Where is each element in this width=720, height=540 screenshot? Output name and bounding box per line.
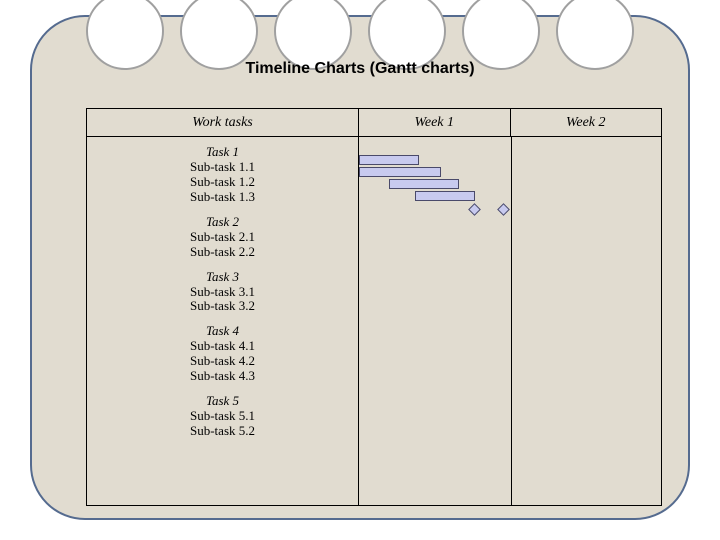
gantt-bar <box>389 179 459 189</box>
header-work-tasks: Work tasks <box>87 109 359 136</box>
subtask-label: Sub-task 1.2 <box>87 175 358 190</box>
subtask-label: Sub-task 1.1 <box>87 160 358 175</box>
subtask-label: Sub-task 3.2 <box>87 299 358 314</box>
task-group: Task 3 Sub-task 3.1 Sub-task 3.2 <box>87 270 358 315</box>
task-name: Task 3 <box>87 270 358 285</box>
header-week-2: Week 2 <box>510 109 662 136</box>
subtask-label: Sub-task 4.1 <box>87 339 358 354</box>
task-name: Task 4 <box>87 324 358 339</box>
task-group: Task 5 Sub-task 5.1 Sub-task 5.2 <box>87 394 358 439</box>
task-name: Task 2 <box>87 215 358 230</box>
header-week-1: Week 1 <box>359 109 510 136</box>
task-labels-column: Task 1 Sub-task 1.1 Sub-task 1.2 Sub-tas… <box>87 137 359 505</box>
subtask-label: Sub-task 2.1 <box>87 230 358 245</box>
subtask-label: Sub-task 4.2 <box>87 354 358 369</box>
subtask-label: Sub-task 5.2 <box>87 424 358 439</box>
task-name: Task 1 <box>87 145 358 160</box>
week-divider <box>511 137 512 505</box>
gantt-header: Work tasks Week 1 Week 2 <box>87 109 661 137</box>
task-group: Task 4 Sub-task 4.1 Sub-task 4.2 Sub-tas… <box>87 324 358 384</box>
subtask-label: Sub-task 3.1 <box>87 285 358 300</box>
gantt-bar <box>359 155 419 165</box>
subtask-label: Sub-task 5.1 <box>87 409 358 424</box>
slide-title: Timeline Charts (Gantt charts) <box>0 60 720 78</box>
gantt-bar <box>359 167 441 177</box>
gantt-chart: Work tasks Week 1 Week 2 Task 1 Sub-task… <box>86 108 662 506</box>
task-group: Task 1 Sub-task 1.1 Sub-task 1.2 Sub-tas… <box>87 145 358 205</box>
timeline-area <box>359 137 661 505</box>
gantt-body: Task 1 Sub-task 1.1 Sub-task 1.2 Sub-tas… <box>87 137 661 505</box>
task-group: Task 2 Sub-task 2.1 Sub-task 2.2 <box>87 215 358 260</box>
task-name: Task 5 <box>87 394 358 409</box>
subtask-label: Sub-task 1.3 <box>87 190 358 205</box>
subtask-label: Sub-task 2.2 <box>87 245 358 260</box>
subtask-label: Sub-task 4.3 <box>87 369 358 384</box>
gantt-bar <box>415 191 475 201</box>
